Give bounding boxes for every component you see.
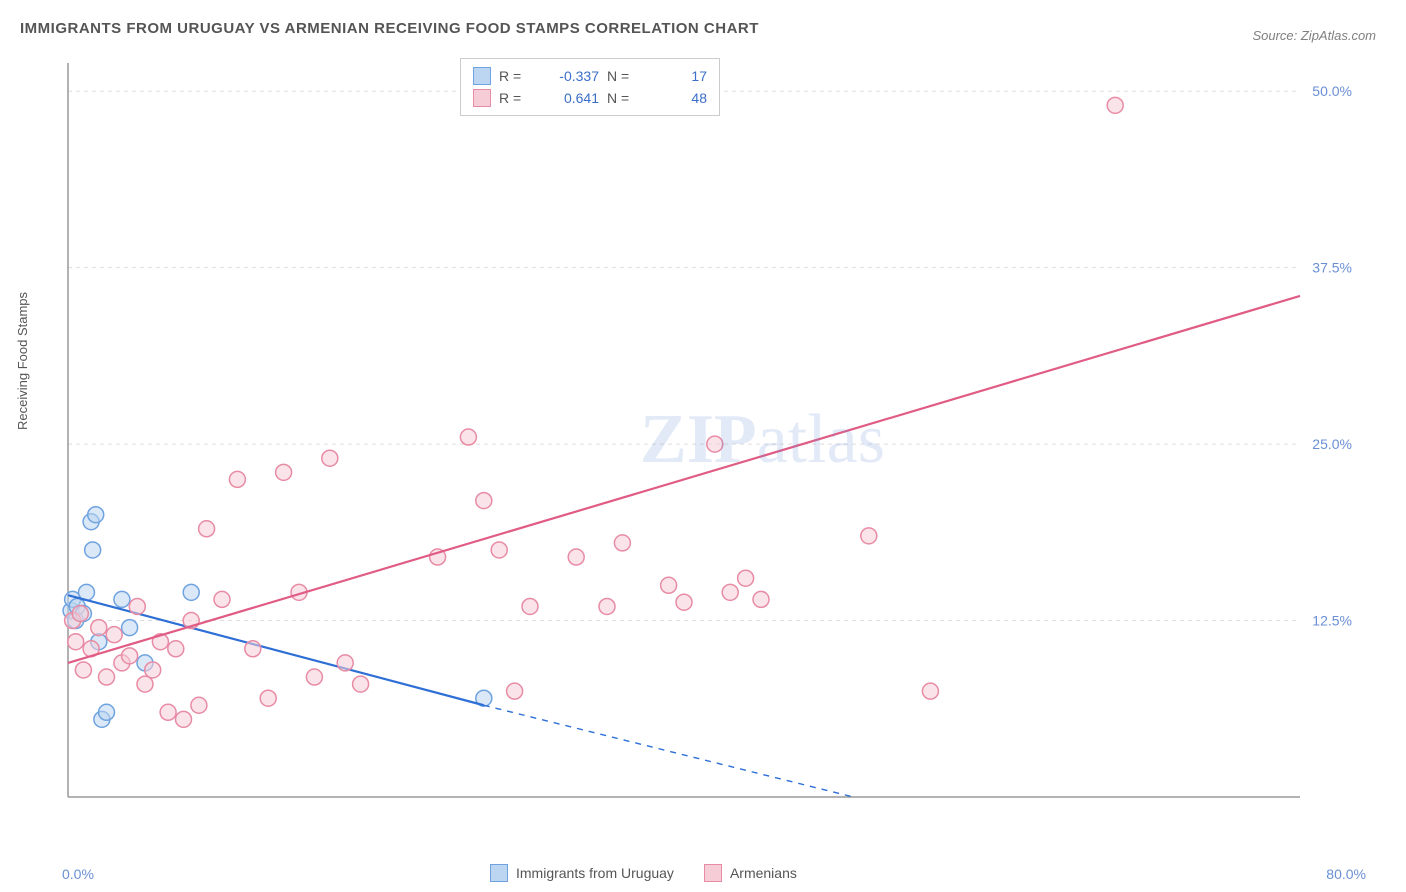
legend-label-uruguay: Immigrants from Uruguay [516, 865, 674, 881]
r-label: R = [499, 90, 531, 106]
y-axis-label: Receiving Food Stamps [15, 292, 30, 430]
svg-text:50.0%: 50.0% [1312, 83, 1352, 99]
chart-svg: 12.5% 25.0% 37.5% 50.0% [60, 55, 1360, 825]
swatch-uruguay [490, 864, 508, 882]
legend-label-armenians: Armenians [730, 865, 797, 881]
legend-item-armenians: Armenians [704, 864, 797, 882]
svg-text:37.5%: 37.5% [1312, 260, 1352, 276]
page-title: IMMIGRANTS FROM URUGUAY VS ARMENIAN RECE… [20, 20, 759, 37]
svg-text:25.0%: 25.0% [1312, 436, 1352, 452]
n-label: N = [607, 68, 639, 84]
n-label: N = [607, 90, 639, 106]
x-tick-max: 80.0% [1326, 866, 1366, 882]
x-tick-min: 0.0% [62, 866, 94, 882]
n-value-uruguay: 17 [647, 68, 707, 84]
correlation-legend: R = -0.337 N = 17 R = 0.641 N = 48 [460, 58, 720, 116]
legend-row-uruguay: R = -0.337 N = 17 [473, 65, 707, 87]
r-value-armenians: 0.641 [539, 90, 599, 106]
r-value-uruguay: -0.337 [539, 68, 599, 84]
n-value-armenians: 48 [647, 90, 707, 106]
correlation-chart: 12.5% 25.0% 37.5% 50.0% [60, 55, 1360, 825]
source-attribution: Source: ZipAtlas.com [1252, 28, 1376, 43]
svg-text:12.5%: 12.5% [1312, 613, 1352, 629]
legend-row-armenians: R = 0.641 N = 48 [473, 87, 707, 109]
swatch-armenians [704, 864, 722, 882]
r-label: R = [499, 68, 531, 84]
series-legend: Immigrants from Uruguay Armenians [490, 864, 797, 882]
swatch-uruguay [473, 67, 491, 85]
swatch-armenians [473, 89, 491, 107]
legend-item-uruguay: Immigrants from Uruguay [490, 864, 674, 882]
